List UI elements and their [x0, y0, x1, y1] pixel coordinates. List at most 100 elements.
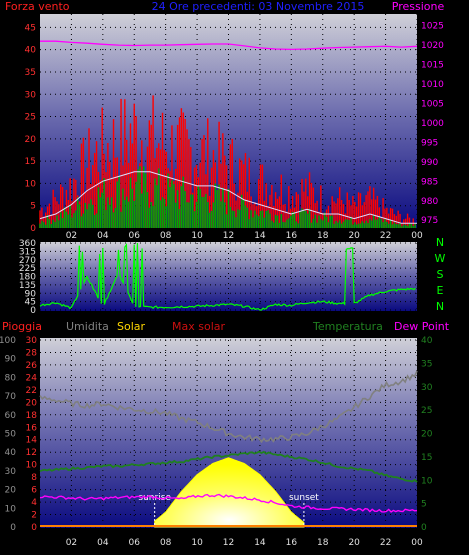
weather-x-tick: 18 [317, 538, 329, 548]
wind-x-tick: 08 [160, 231, 172, 241]
sun-event-label: sunset [289, 493, 319, 503]
temperature-y-tick: 25 [421, 406, 432, 416]
rain-y-tick: 22 [26, 386, 37, 396]
compass-letter: N [436, 300, 444, 313]
direction-y-tick: 135 [19, 281, 36, 291]
temperature-y-tick: 30 [421, 383, 433, 393]
pressure-y-tick: 990 [421, 158, 438, 168]
pressure-line [40, 40, 418, 51]
humidity-y-tick: 40 [5, 448, 17, 458]
humidity-y-tick: 20 [5, 486, 17, 496]
temperature-y-tick: 5 [421, 500, 427, 510]
wind-panel-axes: 02 04 06 08 10 12 14 16 18 20 22 000510152025303540… [25, 22, 445, 241]
legend-entry: Pioggia [2, 320, 42, 333]
humidity-y-tick: 70 [5, 392, 17, 402]
wind-y-tick: 15 [25, 157, 36, 167]
wind-y-tick: 35 [25, 68, 36, 78]
wind-x-tick: 16 [286, 231, 298, 241]
dewpoint-line [39, 493, 418, 513]
legend-entry: Temperatura [312, 320, 383, 333]
direction-y-tick: 180 [19, 273, 36, 283]
humidity-y-tick: 0 [10, 523, 16, 533]
wind-y-tick: 5 [30, 202, 36, 212]
wind-x-tick: 22 [380, 231, 391, 241]
weather-x-tick: 02 [66, 538, 77, 548]
compass-letter: N [436, 236, 444, 249]
wind-y-tick: 40 [25, 46, 37, 56]
weather-x-tick: 08 [160, 538, 172, 548]
rain-y-tick: 18 [26, 411, 38, 421]
weather-x-tick: 14 [254, 538, 266, 548]
solar-area [154, 457, 305, 528]
legend-entry: Max solar [172, 320, 225, 333]
wind-y-tick: 0 [30, 224, 36, 234]
rain-y-tick: 4 [31, 498, 37, 508]
direction-y-tick: 0 [30, 306, 36, 316]
rain-y-tick: 6 [31, 486, 37, 496]
temperature-y-tick: 35 [421, 359, 432, 369]
wind-x-tick: 14 [254, 231, 266, 241]
rain-y-tick: 14 [26, 436, 38, 446]
rain-y-tick: 28 [26, 348, 38, 358]
humidity-y-tick: 90 [5, 355, 17, 365]
humidity-line [39, 370, 418, 444]
wind-x-tick: 02 [66, 231, 77, 241]
pressure-y-tick: 1005 [421, 99, 444, 109]
wind-y-tick: 25 [25, 113, 36, 123]
rain-y-tick: 30 [26, 336, 38, 346]
rain-y-tick: 2 [31, 511, 37, 521]
temperature-y-tick: 40 [421, 336, 433, 346]
wind-x-tick: 10 [191, 231, 203, 241]
wind-y-tick: 30 [25, 90, 37, 100]
direction-y-tick: 90 [25, 289, 37, 299]
weather-panel-axes: 02 04 06 08 10 12 14 16 18 20 2 2 0 0 0 10 20 30 40 50 60 70 8… [0, 336, 433, 548]
header-wind-label: Forza vento [5, 0, 70, 13]
wind-y-tick: 10 [25, 179, 37, 189]
pressure-y-tick: 1000 [421, 119, 444, 129]
direction-y-tick: 315 [19, 247, 36, 257]
pressure-y-tick: 1020 [421, 41, 444, 51]
rain-y-tick: 12 [26, 448, 37, 458]
temperature-y-tick: 15 [421, 453, 432, 463]
legend-entry: Umidita [66, 320, 109, 333]
compass-letter: W [435, 252, 446, 265]
pressure-y-tick: 1015 [421, 61, 444, 71]
humidity-y-tick: 100 [0, 336, 16, 346]
pressure-y-tick: 1010 [421, 80, 444, 90]
weather-x-tick: 20 [348, 538, 360, 548]
direction-y-tick: 270 [19, 256, 36, 266]
weather-x-tick: 04 [97, 538, 109, 548]
sun-event-label: sunrise [138, 493, 171, 503]
weather-panel-series: sunrise sunset [39, 370, 418, 528]
wind-y-tick: 20 [25, 135, 37, 145]
humidity-y-tick: 60 [5, 411, 17, 421]
humidity-y-tick: 50 [5, 430, 17, 440]
header-date-label: 24 Ore precedenti: 03 Novembre 2015 [152, 0, 365, 13]
pressure-y-tick: 1025 [421, 22, 444, 32]
rain-y-tick: 24 [26, 373, 38, 383]
direction-panel-grid [40, 242, 418, 311]
weather-x-tick: 06 [129, 538, 141, 548]
direction-y-tick: 45 [25, 298, 36, 308]
temperature-y-tick: 20 [421, 430, 433, 440]
weather-x-tick: 16 [286, 538, 298, 548]
humidity-y-tick: 80 [5, 373, 17, 383]
wind-y-tick: 45 [25, 23, 36, 33]
direction-y-tick: 225 [19, 264, 36, 274]
humidity-y-tick: 10 [5, 504, 17, 514]
pressure-y-tick: 980 [421, 197, 438, 207]
weather-x-tick: 10 [191, 538, 203, 548]
wind-x-tick: 12 [223, 231, 234, 241]
legend-entry: Dew Point [394, 320, 450, 333]
direction-y-tick: 360 [19, 239, 36, 249]
temperature-y-tick: 0 [421, 523, 427, 533]
rain-y-tick: 20 [26, 398, 38, 408]
compass-letter: E [437, 284, 444, 297]
wind-x-tick: 06 [129, 231, 141, 241]
direction-panel-series [39, 242, 416, 311]
pressure-y-tick: 985 [421, 177, 438, 187]
rain-y-tick: 8 [31, 473, 37, 483]
